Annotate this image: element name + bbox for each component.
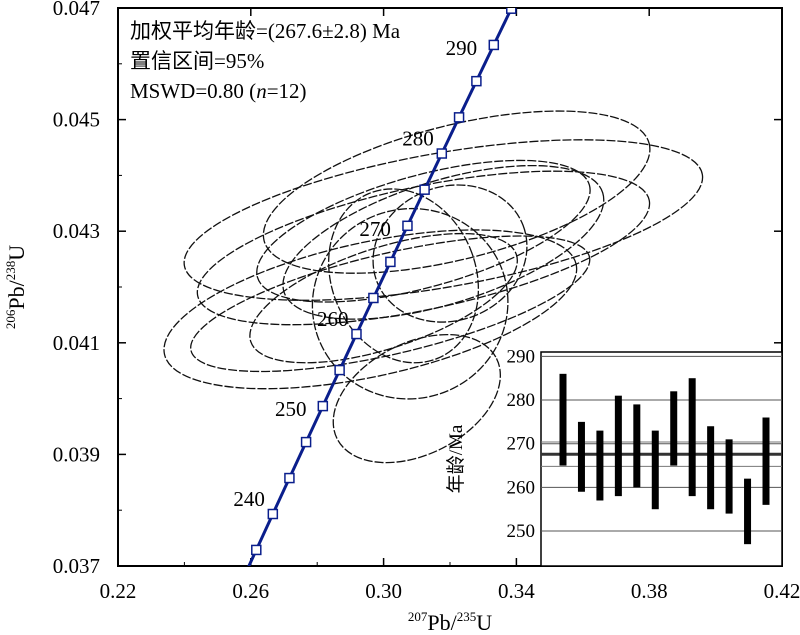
concordia-age-marker — [300, 436, 312, 448]
concordia-age-labels: 240 250 260 270 280 290 — [233, 36, 477, 511]
x-tick-label: 0.26 — [232, 579, 269, 603]
y-tick-label: 0.047 — [53, 0, 100, 20]
concordia-age-marker — [267, 508, 279, 520]
confidence-annotation: 置信区间=95% — [130, 49, 264, 73]
concordia-age-marker — [419, 184, 430, 195]
concordia-age-label: 280 — [402, 127, 434, 151]
concordia-age-marker — [488, 39, 500, 51]
concordia-age-label: 240 — [233, 487, 265, 511]
y-axis-title: 206Pb/238U — [3, 245, 29, 329]
inset-age-bar — [596, 430, 604, 501]
error-ellipse — [190, 235, 591, 373]
inset-tick-label: 250 — [507, 521, 536, 542]
concordia-age-marker — [402, 220, 413, 232]
inset-age-bar — [707, 426, 715, 510]
concordia-age-marker — [368, 292, 379, 304]
concordia-age-label: 290 — [446, 36, 478, 60]
inset-tick-label: 280 — [507, 390, 536, 411]
weighted-mean-inset: 250 260 270 280 290 年龄/Ma — [445, 346, 783, 567]
inset-y-title: 年龄/Ma — [445, 424, 467, 493]
inset-age-bar — [577, 421, 585, 492]
y-tick-label: 0.045 — [53, 108, 100, 132]
mswd-n-italic: n — [256, 79, 267, 103]
inset-age-bar — [670, 391, 678, 466]
concordia-age-label: 250 — [275, 397, 307, 421]
inset-tick-label: 290 — [507, 346, 536, 367]
x-axis: 0.22 0.26 0.30 0.34 0.38 0.42 — [100, 8, 800, 603]
concordia-age-marker — [385, 256, 396, 268]
x-tick-label: 0.38 — [631, 579, 668, 603]
x-iso-a: Pb/ — [427, 610, 457, 635]
inset-age-bar — [651, 430, 659, 510]
weighted-mean-annotation: 加权平均年龄=(267.6±2.8) Ma — [130, 19, 401, 43]
concordia-age-marker — [251, 544, 262, 556]
y-iso-a: Pb/ — [4, 279, 29, 309]
inset-age-bar — [614, 395, 622, 497]
error-ellipse — [328, 188, 480, 364]
concordia-age-marker — [284, 472, 295, 484]
y-tick-label: 0.039 — [53, 442, 100, 466]
concordia-age-marker — [506, 8, 517, 14]
x-tick-label: 0.34 — [498, 579, 535, 603]
concordia-age-marker — [436, 148, 448, 159]
inset-bars — [559, 373, 770, 545]
concordia-age-marker — [471, 75, 482, 87]
inset-tick-label: 270 — [507, 434, 536, 455]
error-ellipse — [256, 159, 591, 303]
x-sup-a: 207 — [408, 609, 428, 624]
mswd-annotation: MSWD=0.80 (n=12) — [130, 79, 307, 103]
concordia-age-marker — [317, 400, 329, 412]
concordia-age-marker — [453, 112, 465, 123]
error-ellipse — [163, 229, 578, 390]
y-sup-a: 206 — [3, 309, 18, 329]
inset-y-axis: 250 260 270 280 290 — [507, 346, 536, 542]
x-tick-label: 0.30 — [365, 579, 402, 603]
x-iso-b: U — [476, 610, 492, 635]
concordia-curve-group — [247, 8, 517, 566]
mswd-text: MSWD=0.80 (n=12) — [130, 79, 307, 103]
inset-age-bar — [688, 378, 696, 497]
x-axis-title: 207Pb/235U — [408, 609, 492, 635]
concordia-age-label: 270 — [359, 217, 391, 241]
concordia-age-marker — [351, 328, 362, 340]
inset-tick-label: 260 — [507, 477, 536, 498]
y-tick-label: 0.043 — [53, 219, 100, 243]
concordia-age-marker — [334, 364, 345, 376]
error-ellipse — [262, 110, 651, 274]
y-tick-label: 0.037 — [53, 554, 100, 578]
y-axis: 0.037 0.039 0.041 0.043 0.045 0.047 — [53, 0, 782, 578]
inset-age-bar — [762, 417, 770, 505]
error-ellipse — [332, 333, 501, 464]
error-ellipse — [282, 164, 605, 320]
error-ellipse — [183, 139, 704, 301]
inset-age-bar — [633, 404, 641, 488]
inset-age-bar — [744, 478, 752, 545]
y-tick-label: 0.041 — [53, 331, 100, 355]
x-sup-b: 235 — [457, 609, 477, 624]
error-ellipse — [311, 207, 509, 400]
concordia-age-label: 260 — [317, 307, 349, 331]
inset-age-bar — [559, 373, 567, 466]
inset-age-bar — [725, 439, 733, 514]
x-tick-label: 0.42 — [764, 579, 800, 603]
x-tick-label: 0.22 — [100, 579, 137, 603]
y-sup-b: 238 — [3, 261, 18, 281]
y-iso-b: U — [4, 245, 29, 261]
